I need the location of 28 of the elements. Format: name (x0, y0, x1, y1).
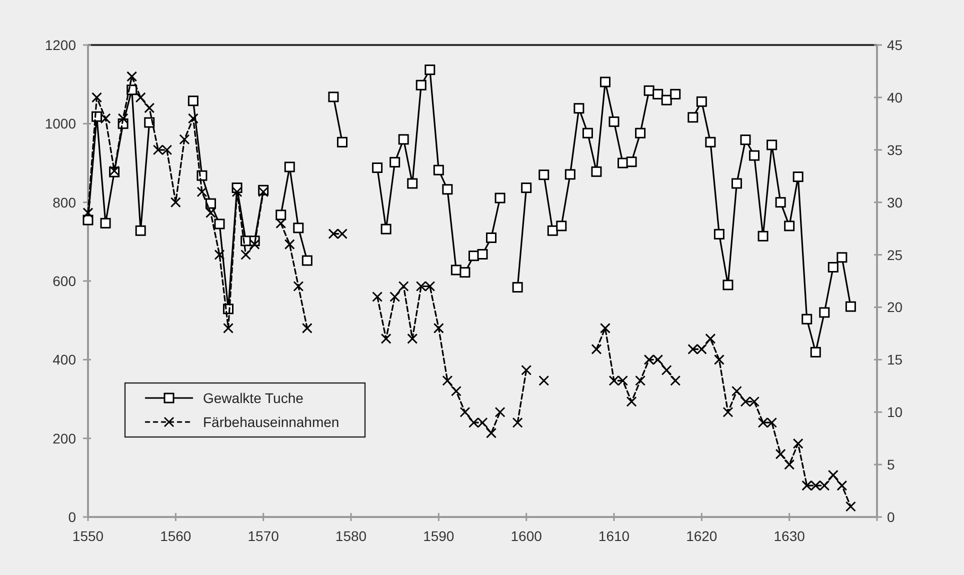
y2-tick-label: 10 (887, 404, 903, 420)
y2-tick-label: 40 (887, 89, 903, 106)
x-tick-label: 1570 (248, 528, 280, 544)
x-tick-label: 1580 (335, 528, 367, 544)
y2-tick-label: 15 (887, 352, 903, 368)
y-tick-label: 800 (52, 194, 76, 210)
x-tick-label: 1590 (423, 528, 454, 544)
y-tick-label: 600 (52, 273, 76, 289)
y2-tick-label: 25 (887, 246, 903, 263)
x-tick-label: 1550 (72, 528, 104, 544)
y-tick-label: 400 (52, 352, 76, 368)
y-tick-label: 1000 (44, 116, 76, 132)
y2-tick-label: 30 (887, 194, 903, 210)
y-tick-label: 200 (52, 430, 76, 446)
x-tick-label: 1630 (774, 528, 806, 544)
legend-label: Färbehauseinnahmen (203, 414, 340, 430)
y2-tick-label: 20 (887, 299, 903, 316)
y-tick-label: 1200 (44, 37, 76, 53)
y2-tick-label: 0 (887, 509, 895, 525)
x-tick-label: 1620 (686, 528, 718, 544)
legend-label: Gewalkte Tuche (203, 390, 304, 406)
y-tick-label: 0 (68, 509, 76, 525)
y2-tick-label: 35 (887, 142, 903, 158)
y2-tick-label: 5 (887, 456, 895, 473)
x-tick-label: 1610 (598, 528, 630, 544)
y2-tick-label: 45 (887, 37, 903, 53)
x-tick-label: 1600 (510, 528, 542, 544)
x-tick-label: 1560 (160, 528, 192, 544)
